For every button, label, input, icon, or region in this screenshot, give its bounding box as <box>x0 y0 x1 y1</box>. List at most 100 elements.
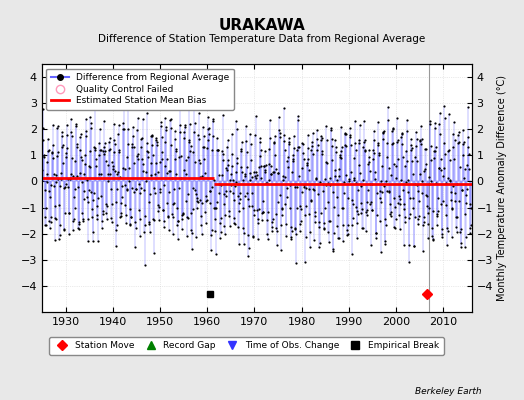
Point <box>391 216 400 222</box>
Point <box>237 146 246 152</box>
Point <box>174 236 182 242</box>
Point <box>393 115 401 122</box>
Point <box>301 259 309 266</box>
Point <box>169 231 177 238</box>
Point <box>259 208 267 215</box>
Point <box>145 198 153 205</box>
Point <box>45 146 53 153</box>
Point <box>458 152 467 158</box>
Point <box>214 147 222 154</box>
Point <box>287 236 296 242</box>
Point <box>150 249 158 256</box>
Point <box>452 224 461 230</box>
Point <box>62 150 71 156</box>
Point <box>247 157 255 164</box>
Point <box>271 152 279 158</box>
Point <box>156 186 164 193</box>
Point <box>119 126 128 133</box>
Point <box>86 148 94 154</box>
Point <box>162 124 170 130</box>
Point <box>273 228 281 234</box>
Point <box>400 206 408 212</box>
Point <box>262 180 270 186</box>
Point <box>132 224 140 231</box>
Point <box>440 140 448 146</box>
Point <box>75 170 84 176</box>
Point <box>195 156 203 163</box>
Point <box>157 119 166 125</box>
Point <box>378 189 386 196</box>
Point <box>341 130 349 136</box>
Point <box>40 152 49 158</box>
Point <box>370 176 379 183</box>
Point <box>185 138 194 145</box>
Point <box>244 232 252 238</box>
Point <box>362 209 370 216</box>
Point <box>266 117 274 123</box>
Point <box>226 177 234 183</box>
Point <box>366 200 375 207</box>
Point <box>419 219 428 226</box>
Point <box>100 118 108 124</box>
Point <box>445 157 454 164</box>
Point <box>95 140 103 146</box>
Point <box>245 203 254 210</box>
Point <box>44 148 52 155</box>
Point <box>413 136 421 142</box>
Point <box>272 211 280 218</box>
Point <box>388 126 397 132</box>
Point <box>216 229 225 235</box>
Point <box>308 139 316 145</box>
Point <box>206 246 215 253</box>
Point <box>246 170 254 176</box>
Point <box>151 160 160 166</box>
Point <box>47 214 55 220</box>
Point <box>188 246 196 252</box>
Point <box>444 175 452 181</box>
Point <box>108 159 116 165</box>
Point <box>67 116 75 122</box>
Point <box>437 201 445 208</box>
Point <box>241 171 249 177</box>
Point <box>424 204 433 211</box>
Point <box>290 184 299 190</box>
Point <box>365 146 373 153</box>
Point <box>373 190 381 196</box>
Point <box>421 166 429 173</box>
Point <box>336 152 344 158</box>
Point <box>97 193 105 199</box>
Point <box>80 171 89 177</box>
Point <box>148 141 157 148</box>
Point <box>41 214 50 220</box>
Point <box>219 112 227 118</box>
Point <box>267 171 275 178</box>
Point <box>83 194 91 200</box>
Point <box>463 162 472 168</box>
Point <box>61 181 70 188</box>
Point <box>148 132 156 138</box>
Point <box>168 174 176 181</box>
Point <box>298 188 306 195</box>
Point <box>217 172 226 178</box>
Point <box>327 126 335 133</box>
Point <box>403 188 412 195</box>
Point <box>287 234 295 240</box>
Point <box>321 205 329 211</box>
Point <box>307 197 315 203</box>
Point <box>97 171 105 177</box>
Point <box>104 178 112 184</box>
Point <box>466 225 474 231</box>
Point <box>96 146 105 153</box>
Point <box>221 212 230 219</box>
Point <box>163 170 171 176</box>
Point <box>462 200 470 206</box>
Point <box>272 225 281 231</box>
Point <box>197 212 205 219</box>
Point <box>289 158 297 164</box>
Point <box>449 130 457 137</box>
Point <box>378 162 387 169</box>
Point <box>366 181 374 187</box>
Point <box>364 159 373 165</box>
Point <box>369 147 377 154</box>
Point <box>408 171 417 178</box>
